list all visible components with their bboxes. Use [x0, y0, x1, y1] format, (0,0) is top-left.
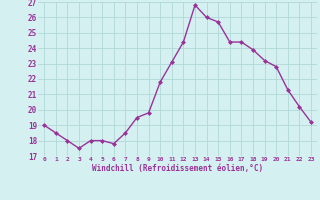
X-axis label: Windchill (Refroidissement éolien,°C): Windchill (Refroidissement éolien,°C): [92, 164, 263, 173]
